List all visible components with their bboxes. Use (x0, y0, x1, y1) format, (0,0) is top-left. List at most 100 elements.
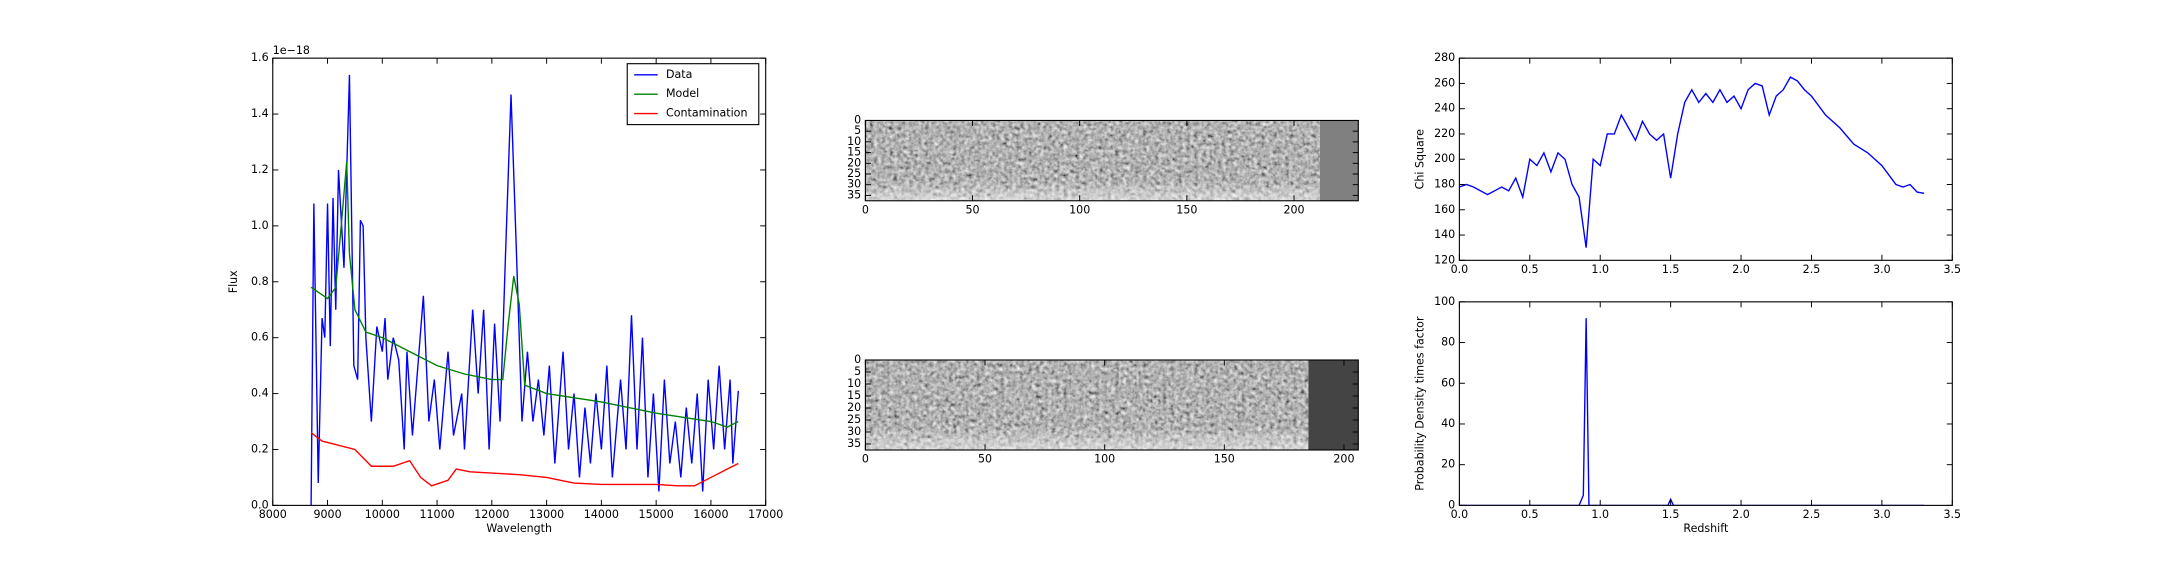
x-tick-label: 150 (1214, 453, 1235, 466)
x-tick-label: 150 (1176, 203, 1197, 216)
image-band (865, 360, 1309, 450)
x-tick-label: 17000 (748, 508, 783, 521)
x-tick-label: 1.5 (1662, 508, 1680, 521)
y-tick-label: 10 (847, 135, 861, 148)
image-band (865, 120, 1320, 201)
x-tick-label: 10000 (365, 508, 400, 521)
y-tick-label: 80 (1441, 336, 1455, 349)
x-tick-label: 1.5 (1662, 263, 1680, 276)
y-tick-label: 25 (847, 167, 861, 180)
x-tick-label: 200 (1283, 203, 1304, 216)
y-tick-label: 0 (1448, 498, 1455, 511)
x-tick-label: 0.5 (1521, 263, 1539, 276)
y-tick-label: 5 (854, 365, 861, 378)
legend-label: Contamination (666, 107, 747, 120)
x-tick-label: 3.5 (1944, 263, 1962, 276)
x-tick-label: 13000 (529, 508, 564, 521)
y-tick-label: 1.0 (251, 219, 269, 232)
x-tick-label: 2.0 (1732, 263, 1750, 276)
x-tick-label: 3.5 (1944, 508, 1962, 521)
y-tick-label: 120 (1434, 253, 1455, 266)
axes-frame (864, 119, 1359, 202)
x-tick-label: 2.5 (1803, 263, 1821, 276)
x-tick-label: 50 (966, 203, 980, 216)
y-tick-label: 0.0 (251, 498, 269, 511)
y-tick-label: 20 (847, 156, 861, 169)
x-tick-label: 100 (1069, 203, 1090, 216)
legend-label: Model (666, 87, 699, 100)
axes-frame (1458, 301, 1953, 506)
x-tick-label: 16000 (693, 508, 728, 521)
x-tick-label: 15000 (639, 508, 674, 521)
y-tick-label: 15 (847, 389, 861, 402)
y-tick-label: 280 (1434, 51, 1455, 64)
y-tick-label: 5 (854, 124, 861, 137)
y-tick-label: 15 (847, 146, 861, 159)
y-tick-label: 180 (1434, 178, 1455, 191)
x-axis-label: Redshift (1683, 522, 1729, 535)
x-tick-label: 14000 (584, 508, 619, 521)
y-tick-label: 1.2 (251, 163, 269, 176)
x-tick-label: 9000 (313, 508, 341, 521)
x-tick-label: 0 (862, 203, 869, 216)
y-tick-label: 220 (1434, 127, 1455, 140)
y-axis-label: Flux (227, 270, 240, 293)
data-line (310, 74, 739, 506)
y-tick-label: 140 (1434, 228, 1455, 241)
y-tick-label: 20 (847, 401, 861, 414)
y-axis-label: Chi Square (1414, 129, 1427, 189)
x-tick-label: 11000 (419, 508, 454, 521)
y-tick-label: 240 (1434, 102, 1455, 115)
legend-label: Data (666, 68, 692, 81)
axes-frame (272, 57, 767, 506)
x-tick-label: 0.0 (1451, 508, 1469, 521)
x-tick-label: 1.0 (1591, 508, 1609, 521)
y-tick-label: 25 (847, 413, 861, 426)
y-tick-label: 30 (847, 425, 861, 438)
x-tick-label: 3.0 (1873, 508, 1891, 521)
y-tick-label: 160 (1434, 203, 1455, 216)
y-tick-label: 0 (854, 113, 861, 126)
y-tick-label: 0.2 (251, 442, 269, 455)
axes-frame (864, 359, 1359, 451)
data-line (1459, 76, 1925, 248)
y-tick-label: 1.4 (251, 107, 269, 120)
x-tick-label: 2.0 (1732, 508, 1750, 521)
y-offset-label: 1e−18 (273, 44, 310, 57)
y-tick-label: 35 (847, 437, 861, 450)
y-tick-label: 20 (1441, 458, 1455, 471)
x-tick-label: 0.5 (1521, 508, 1539, 521)
y-tick-label: 0.4 (251, 387, 269, 400)
y-tick-label: 35 (847, 188, 861, 201)
y-tick-label: 100 (1434, 295, 1455, 308)
data-line (310, 161, 739, 428)
x-tick-label: 0.0 (1451, 263, 1469, 276)
data-line (1459, 318, 1925, 506)
y-tick-label: 60 (1441, 376, 1455, 389)
image-padding (1308, 360, 1359, 450)
x-tick-label: 200 (1333, 453, 1354, 466)
y-tick-label: 0 (854, 353, 861, 366)
x-tick-label: 50 (978, 453, 992, 466)
y-tick-label: 200 (1434, 152, 1455, 165)
y-tick-label: 40 (1441, 417, 1455, 430)
y-axis-label: Probability Density times factor (1414, 316, 1427, 491)
y-tick-label: 0.6 (251, 331, 269, 344)
y-tick-label: 260 (1434, 76, 1455, 89)
data-line (310, 432, 739, 487)
y-tick-label: 0.8 (251, 275, 269, 288)
y-tick-label: 10 (847, 377, 861, 390)
x-tick-label: 0 (862, 453, 869, 466)
x-axis-label: Wavelength (486, 522, 552, 535)
x-tick-label: 8000 (259, 508, 287, 521)
x-tick-label: 2.5 (1803, 508, 1821, 521)
y-tick-label: 30 (847, 178, 861, 191)
axes-frame (1458, 57, 1953, 261)
x-tick-label: 12000 (474, 508, 509, 521)
x-tick-label: 3.0 (1873, 263, 1891, 276)
x-tick-label: 100 (1094, 453, 1115, 466)
x-tick-label: 1.0 (1591, 263, 1609, 276)
image-padding (1319, 120, 1359, 201)
y-tick-label: 1.6 (251, 51, 269, 64)
